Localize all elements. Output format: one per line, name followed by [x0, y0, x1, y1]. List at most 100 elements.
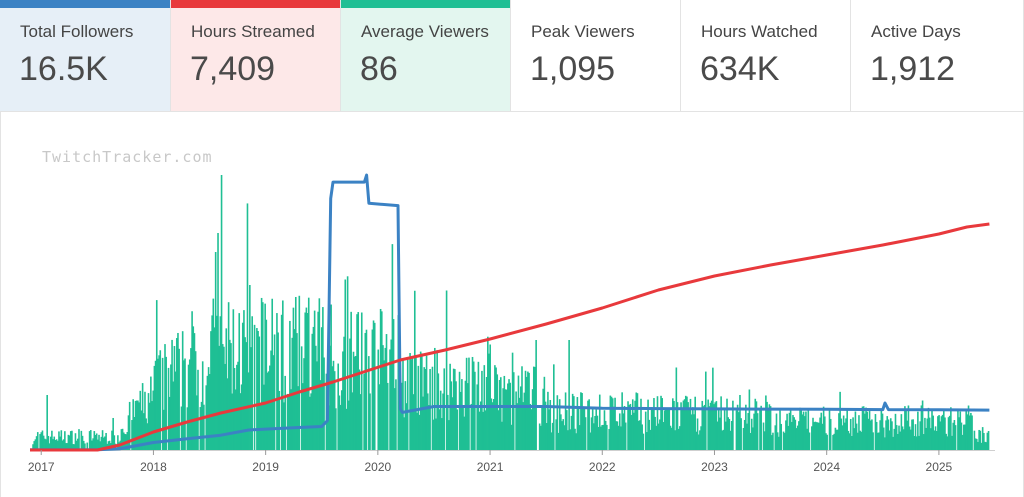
stream-bar: [451, 397, 454, 450]
stream-bar: [613, 406, 615, 450]
stream-bar: [800, 408, 803, 450]
stream-bar: [73, 444, 76, 450]
stream-bar: [153, 365, 156, 450]
stream-bar: [900, 414, 903, 450]
stream-bar: [966, 414, 969, 450]
stream-bar: [278, 390, 281, 450]
stats-row: Total Followers 16.5K Hours Streamed 7,409 A…: [0, 0, 1024, 112]
stream-bar: [879, 420, 881, 450]
stat-card-hours-streamed[interactable]: Hours Streamed 7,409: [171, 0, 341, 112]
stream-bar: [41, 430, 44, 450]
stream-bar: [934, 426, 937, 450]
stat-card-average-viewers[interactable]: Average Viewers 86: [341, 0, 511, 112]
stream-bar: [908, 426, 911, 450]
stream-bar: [615, 421, 618, 450]
stream-bar: [862, 406, 865, 450]
stream-bar: [621, 392, 623, 450]
stream-bar: [844, 422, 846, 450]
stream-bar: [174, 371, 177, 450]
stream-bar: [389, 349, 391, 450]
stream-bar: [326, 402, 329, 450]
stream-bar: [470, 403, 473, 450]
stream-bar: [593, 423, 595, 450]
x-tick-label: 2023: [701, 460, 728, 474]
stream-bar: [56, 440, 59, 450]
stream-bar: [871, 419, 873, 450]
stream-bar: [499, 377, 502, 450]
stream-bar: [938, 415, 940, 450]
stream-bar: [104, 436, 106, 450]
stream-bar: [803, 416, 806, 450]
stream-bar: [62, 439, 65, 450]
stream-bar: [266, 372, 269, 450]
stream-bar: [601, 425, 603, 450]
stream-bar: [814, 421, 817, 450]
stream-bar: [749, 432, 752, 450]
stream-bar: [974, 438, 977, 450]
stream-bar: [851, 435, 853, 450]
stream-bar: [439, 390, 442, 450]
stream-bar: [935, 430, 938, 450]
stream-bar: [191, 311, 193, 450]
stream-bar: [798, 421, 800, 450]
stream-bar: [692, 407, 694, 450]
stream-bar: [549, 399, 552, 450]
stream-bar: [697, 434, 700, 450]
stream-bar: [898, 425, 900, 450]
stat-card-peak-viewers[interactable]: Peak Viewers 1,095: [511, 0, 681, 112]
stream-bar: [532, 366, 535, 450]
stream-bar: [100, 436, 103, 450]
stream-bar: [450, 381, 453, 450]
stream-bar: [654, 416, 656, 450]
stream-bar: [907, 405, 910, 450]
stream-bar: [369, 393, 371, 450]
stream-bar: [849, 418, 852, 450]
stream-bar: [249, 285, 251, 450]
stream-bar: [33, 441, 36, 450]
stream-bar: [507, 383, 509, 450]
stream-bar: [211, 315, 213, 450]
stream-bar: [719, 417, 721, 450]
stream-bar: [212, 298, 215, 450]
stream-bar: [167, 367, 170, 450]
stream-bar: [140, 410, 143, 450]
stream-bar: [97, 439, 99, 450]
x-tick-label: 2019: [252, 460, 279, 474]
stream-bar: [915, 436, 918, 450]
stream-bar: [47, 435, 50, 450]
stream-bar: [172, 381, 175, 450]
stream-bar: [983, 432, 985, 450]
stream-bar: [904, 406, 906, 450]
stream-bar: [276, 313, 278, 450]
stream-bar: [277, 332, 279, 450]
stream-bar: [681, 407, 684, 450]
stream-bar: [448, 420, 450, 450]
stream-bar: [919, 421, 922, 450]
stream-bar: [53, 436, 56, 450]
stream-bar: [529, 403, 532, 450]
stream-bar: [603, 410, 606, 450]
stream-bar: [785, 420, 787, 450]
stream-bar: [715, 401, 718, 450]
stat-card-total-followers[interactable]: Total Followers 16.5K: [0, 0, 171, 112]
stream-bar: [203, 404, 205, 450]
stream-bar: [574, 428, 576, 450]
stream-bar: [694, 396, 696, 450]
stream-bar: [144, 391, 146, 450]
stream-bar: [884, 437, 886, 450]
stream-bar: [834, 427, 837, 450]
stream-bar: [875, 421, 878, 450]
stream-bar: [713, 404, 715, 450]
stream-bar: [930, 428, 932, 450]
stream-bar: [985, 442, 988, 450]
stream-bar: [618, 413, 621, 450]
stat-card-active-days[interactable]: Active Days 1,912: [851, 0, 1024, 112]
stream-bar: [770, 435, 773, 450]
stream-bar: [267, 371, 270, 450]
stream-bar: [120, 429, 123, 450]
stream-bar: [957, 410, 959, 450]
stream-bar: [446, 394, 449, 450]
stat-card-hours-watched[interactable]: Hours Watched 634K: [681, 0, 851, 112]
stream-bar: [752, 427, 754, 450]
stream-bar: [550, 432, 553, 450]
